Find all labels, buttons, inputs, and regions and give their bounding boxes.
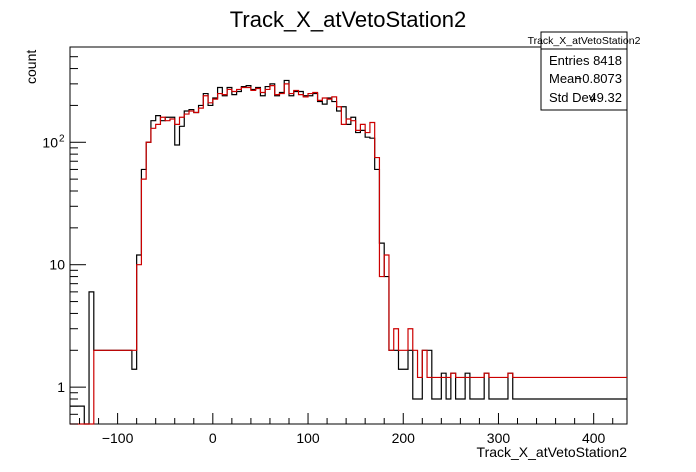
x-axis-label: Track_X_atVetoStation2 bbox=[477, 444, 628, 460]
x-axis: −100 0 100 200 300 400 bbox=[79, 413, 614, 446]
y-tick-exponent: 2 bbox=[59, 133, 65, 144]
x-tick-label: 200 bbox=[392, 430, 416, 446]
y-axis-label: count bbox=[23, 50, 39, 84]
stats-mean-value: −0.8073 bbox=[575, 71, 622, 86]
histogram-line-1 bbox=[70, 83, 627, 425]
y-tick-label: 1 bbox=[57, 379, 65, 395]
x-tick-label: −100 bbox=[102, 430, 134, 446]
x-tick-label: 400 bbox=[582, 430, 606, 446]
histogram-series bbox=[70, 79, 627, 425]
x-tick-label: 0 bbox=[209, 430, 217, 446]
plot-frame bbox=[69, 46, 628, 425]
y-tick-label: 10 bbox=[42, 134, 58, 150]
stats-stddev-value: 49.32 bbox=[589, 90, 622, 105]
stats-box: Track_X_atVetoStation2 Entries 8418 Mean… bbox=[528, 31, 641, 111]
stats-entries-value: 8418 bbox=[593, 53, 622, 68]
stats-entries-label: Entries bbox=[549, 53, 590, 68]
x-tick-label: 300 bbox=[487, 430, 511, 446]
stats-box-frame bbox=[540, 31, 628, 111]
histogram-line-0 bbox=[70, 79, 627, 425]
stats-mean-label: Mean bbox=[549, 71, 582, 86]
y-tick-label: 10 bbox=[49, 257, 65, 273]
chart-title: Track_X_atVetoStation2 bbox=[230, 7, 466, 32]
x-tick-label: 100 bbox=[296, 430, 320, 446]
stats-box-title: Track_X_atVetoStation2 bbox=[528, 35, 641, 47]
stats-stddev-label: Std Dev bbox=[549, 90, 596, 105]
